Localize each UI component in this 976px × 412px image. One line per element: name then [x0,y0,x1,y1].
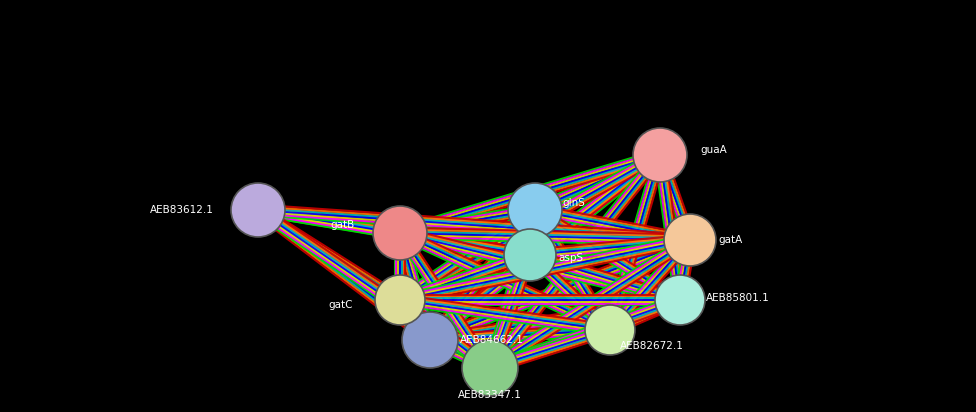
Text: guaA: guaA [700,145,727,155]
Circle shape [462,340,518,396]
Text: glnS: glnS [562,198,585,208]
Circle shape [504,229,556,281]
Circle shape [231,183,285,237]
Text: AEB83612.1: AEB83612.1 [150,205,214,215]
Circle shape [655,275,705,325]
Text: aspS: aspS [558,253,583,263]
Text: gatB: gatB [330,220,354,230]
Circle shape [375,275,425,325]
Circle shape [508,183,562,237]
Text: AEB83347.1: AEB83347.1 [458,390,522,400]
Text: AEB82672.1: AEB82672.1 [620,341,684,351]
Text: gatA: gatA [718,235,743,245]
Text: AEB85801.1: AEB85801.1 [706,293,770,303]
Circle shape [402,312,458,368]
Text: gatC: gatC [328,300,352,310]
Circle shape [373,206,427,260]
Circle shape [585,305,635,355]
Text: AEB84662.1: AEB84662.1 [460,335,524,345]
Circle shape [664,214,716,266]
Circle shape [633,128,687,182]
